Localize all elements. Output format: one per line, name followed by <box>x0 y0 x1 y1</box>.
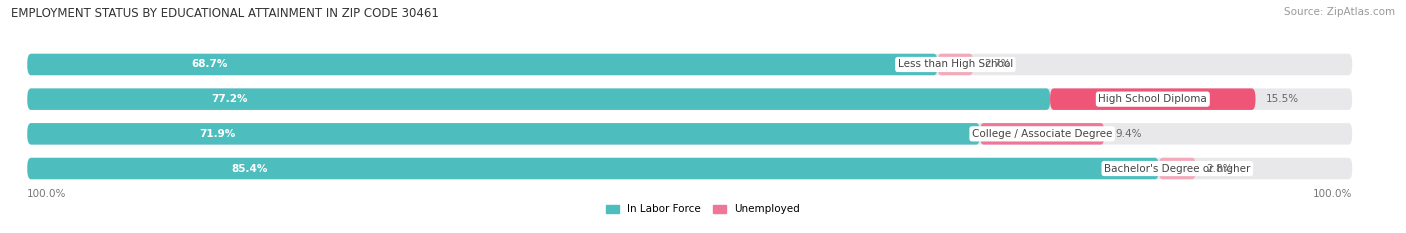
Legend: In Labor Force, Unemployed: In Labor Force, Unemployed <box>602 200 804 219</box>
Text: 71.9%: 71.9% <box>198 129 235 139</box>
Text: 100.0%: 100.0% <box>27 189 66 199</box>
Text: Less than High School: Less than High School <box>898 59 1012 69</box>
Text: 77.2%: 77.2% <box>211 94 247 104</box>
FancyBboxPatch shape <box>27 54 1353 75</box>
FancyBboxPatch shape <box>938 54 973 75</box>
FancyBboxPatch shape <box>1159 158 1197 179</box>
Text: College / Associate Degree: College / Associate Degree <box>972 129 1112 139</box>
FancyBboxPatch shape <box>27 88 1353 110</box>
Text: Source: ZipAtlas.com: Source: ZipAtlas.com <box>1284 7 1395 17</box>
Text: 2.8%: 2.8% <box>1206 164 1233 174</box>
Text: 9.4%: 9.4% <box>1115 129 1142 139</box>
FancyBboxPatch shape <box>27 88 1050 110</box>
FancyBboxPatch shape <box>27 123 1353 145</box>
Text: EMPLOYMENT STATUS BY EDUCATIONAL ATTAINMENT IN ZIP CODE 30461: EMPLOYMENT STATUS BY EDUCATIONAL ATTAINM… <box>11 7 439 20</box>
Text: 85.4%: 85.4% <box>231 164 267 174</box>
Text: Bachelor's Degree or higher: Bachelor's Degree or higher <box>1104 164 1250 174</box>
Text: 2.7%: 2.7% <box>984 59 1011 69</box>
FancyBboxPatch shape <box>980 123 1105 145</box>
FancyBboxPatch shape <box>27 123 980 145</box>
FancyBboxPatch shape <box>1050 88 1256 110</box>
FancyBboxPatch shape <box>27 158 1353 179</box>
Text: 15.5%: 15.5% <box>1265 94 1299 104</box>
FancyBboxPatch shape <box>27 158 1159 179</box>
FancyBboxPatch shape <box>27 54 938 75</box>
Text: High School Diploma: High School Diploma <box>1098 94 1208 104</box>
Text: 68.7%: 68.7% <box>191 59 228 69</box>
Text: 100.0%: 100.0% <box>1313 189 1353 199</box>
